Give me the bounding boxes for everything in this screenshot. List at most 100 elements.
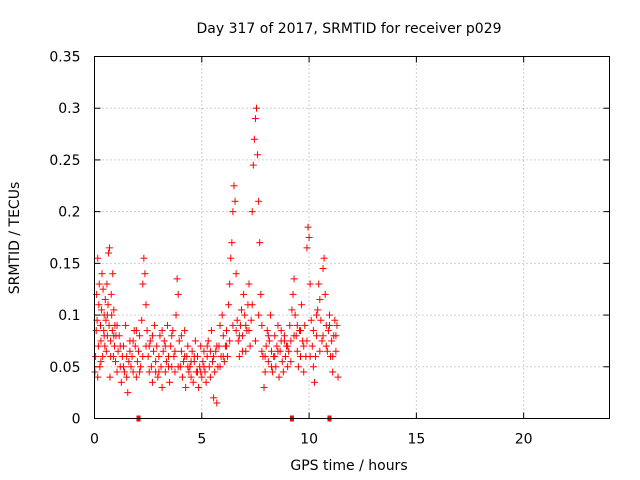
data-point: [99, 285, 107, 293]
data-point: [284, 363, 292, 371]
data-point: [110, 332, 118, 340]
data-point: [102, 347, 110, 355]
data-point: [298, 301, 306, 309]
data-point: [162, 358, 170, 366]
data-point: [146, 337, 154, 345]
data-point: [264, 332, 272, 340]
data-point: [309, 327, 317, 335]
data-point: [204, 337, 212, 345]
data-point: [199, 358, 207, 366]
data-point: [113, 321, 121, 329]
data-point: [325, 311, 333, 319]
data-point: [263, 327, 271, 335]
data-point: [161, 368, 169, 376]
data-point: [168, 332, 176, 340]
data-point: [173, 275, 181, 283]
data-point: [213, 399, 221, 407]
data-point: [174, 363, 182, 371]
data-point: [107, 352, 115, 360]
data-point: [289, 290, 297, 298]
data-point: [315, 280, 323, 288]
data-point: [334, 373, 342, 381]
data-point: [187, 373, 195, 381]
data-point: [241, 311, 249, 319]
data-point: [225, 301, 233, 309]
data-point: [328, 337, 336, 345]
y-tick-label: 0.25: [49, 153, 80, 169]
data-point: [126, 347, 134, 355]
data-point: [165, 363, 173, 371]
data-point: [245, 327, 253, 335]
data-point: [132, 327, 140, 335]
data-point: [141, 270, 149, 278]
y-tick-label: 0.1: [58, 308, 80, 324]
data-point: [261, 368, 269, 376]
data-point: [171, 368, 179, 376]
data-point: [310, 378, 318, 386]
data-point: [154, 373, 162, 381]
data-point: [152, 368, 160, 376]
data-point: [237, 306, 245, 314]
data-point: [303, 337, 311, 345]
data-point: [198, 373, 206, 381]
data-point: [216, 321, 224, 329]
data-point: [333, 321, 341, 329]
data-point: [293, 321, 301, 329]
data-point: [235, 352, 243, 360]
data-point: [203, 352, 211, 360]
data-point: [158, 327, 166, 335]
data-point: [319, 265, 327, 273]
data-point: [250, 135, 258, 143]
data-point: [216, 363, 224, 371]
data-point: [257, 290, 265, 298]
data-point: [251, 115, 259, 123]
data-point: [136, 332, 144, 340]
data-point: [306, 280, 314, 288]
data-point: [97, 358, 105, 366]
data-point: [190, 352, 198, 360]
data-point: [139, 352, 147, 360]
data-point: [147, 363, 155, 371]
data-point: [222, 342, 230, 350]
data-point: [258, 321, 266, 329]
data-point: [98, 306, 106, 314]
data-point: [220, 358, 228, 366]
data-point: [99, 352, 107, 360]
data-point: [268, 347, 276, 355]
x-tick-label: 20: [515, 432, 533, 448]
data-point: [137, 363, 145, 371]
data-point: [313, 311, 321, 319]
data-point: [277, 327, 285, 335]
data-point: [96, 363, 104, 371]
data-point: [136, 368, 144, 376]
axis-ticks: 0 0.05 0.1 0.15 0.2 0.25 0.3 0.35 0 5 10 15 20: [49, 50, 610, 448]
data-point: [247, 316, 255, 324]
data-point: [203, 342, 211, 350]
data-point: [331, 316, 339, 324]
data-point: [171, 347, 179, 355]
data-point: [269, 368, 277, 376]
data-point: [280, 337, 288, 345]
data-point: [291, 311, 299, 319]
data-point: [151, 321, 159, 329]
data-point: [281, 352, 289, 360]
data-point: [187, 358, 195, 366]
data-point: [309, 363, 317, 371]
data-point: [132, 373, 140, 381]
data-point: [124, 389, 132, 397]
data-point: [286, 321, 294, 329]
data-point: [229, 208, 237, 216]
data-point: [290, 275, 298, 283]
data-point: [156, 332, 164, 340]
data-point: [160, 337, 168, 345]
x-tick-label: 15: [407, 432, 425, 448]
data-point: [226, 337, 234, 345]
data-point: [262, 342, 270, 350]
x-tick-label: 0: [90, 432, 99, 448]
data-point: [103, 311, 111, 319]
data-point: [145, 368, 153, 376]
data-point: [152, 358, 160, 366]
data-point: [188, 347, 196, 355]
data-point: [234, 337, 242, 345]
data-point: [155, 352, 163, 360]
